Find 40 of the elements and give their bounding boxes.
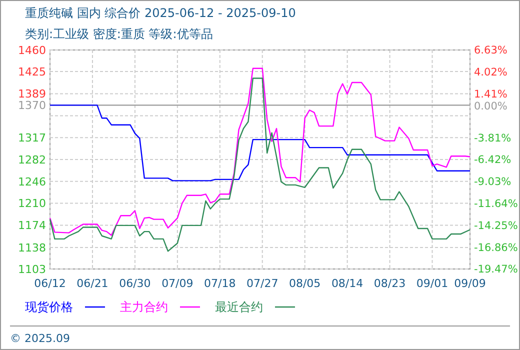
line-series — [49, 104, 471, 182]
y2-tick-label: 0.00% — [474, 100, 508, 112]
y-tick-label: 1103 — [18, 262, 46, 276]
y-tick-label: 1317 — [18, 131, 46, 144]
text: © 2025.09 — [10, 332, 70, 345]
legend-label: 现货价格 — [25, 300, 73, 314]
x-tick-label: 07/09 — [162, 277, 194, 290]
y-tick-label: 1174 — [18, 219, 46, 232]
y2-tick-label: -19.47% — [474, 264, 518, 276]
y2-tick-label: -9.03% — [474, 176, 512, 188]
x-tick-label: 08/23 — [374, 277, 406, 290]
x-tick-label: 06/21 — [76, 277, 108, 290]
y-tick-label: 1282 — [18, 153, 46, 166]
chart-title: 重质纯碱 国内 综合价 2025-06-12 - 2025-09-10 — [25, 6, 296, 20]
y-tick-label: 1425 — [18, 65, 46, 78]
y-tick-label: 1370 — [18, 99, 46, 112]
y2-tick-label: -11.64% — [474, 198, 518, 210]
chart-subtitle: 类别:工业级 密度:重质 等级:优等品 — [25, 27, 213, 41]
x-tick-label: 08/05 — [288, 277, 321, 290]
y2-tick-label: -6.42% — [474, 154, 512, 166]
y2-tick-label: 6.63% — [474, 44, 508, 57]
y2-tick-label: -16.86% — [474, 242, 518, 254]
x-tick-label: 08/14 — [331, 277, 364, 290]
y2-tick-label: 4.02% — [474, 66, 508, 79]
x-tick-label: 07/27 — [246, 277, 278, 290]
y-tick-label: 1460 — [18, 44, 46, 57]
x-tick-label: 09/01 — [416, 277, 448, 290]
y2-tick-label: -3.81% — [474, 132, 512, 144]
legend-label: 主力合约 — [120, 300, 168, 314]
y-tick-label: 1246 — [18, 175, 46, 188]
x-tick-label: 06/12 — [34, 277, 66, 290]
x-tick-label: 07/18 — [204, 277, 236, 290]
y-tick-label: 1389 — [18, 88, 46, 101]
y-tick-label: 1210 — [18, 197, 46, 210]
y-tick-label: 1138 — [18, 241, 46, 254]
y2-tick-label: 1.41% — [474, 88, 508, 100]
x-tick-label: 09/09 — [454, 277, 486, 290]
legend-label: 最近合约 — [215, 300, 263, 314]
x-tick-label: 06/30 — [119, 277, 151, 290]
y2-tick-label: -14.25% — [474, 220, 518, 232]
